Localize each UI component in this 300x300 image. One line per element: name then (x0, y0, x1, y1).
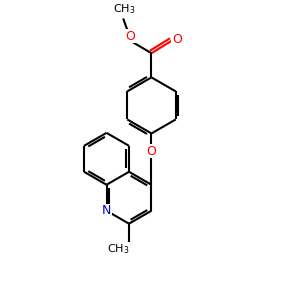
Text: CH$_3$: CH$_3$ (106, 242, 129, 256)
Text: O: O (146, 145, 156, 158)
Text: CH$_3$: CH$_3$ (113, 3, 135, 16)
Text: N: N (102, 204, 111, 217)
Text: O: O (172, 33, 182, 46)
Text: O: O (126, 30, 136, 43)
